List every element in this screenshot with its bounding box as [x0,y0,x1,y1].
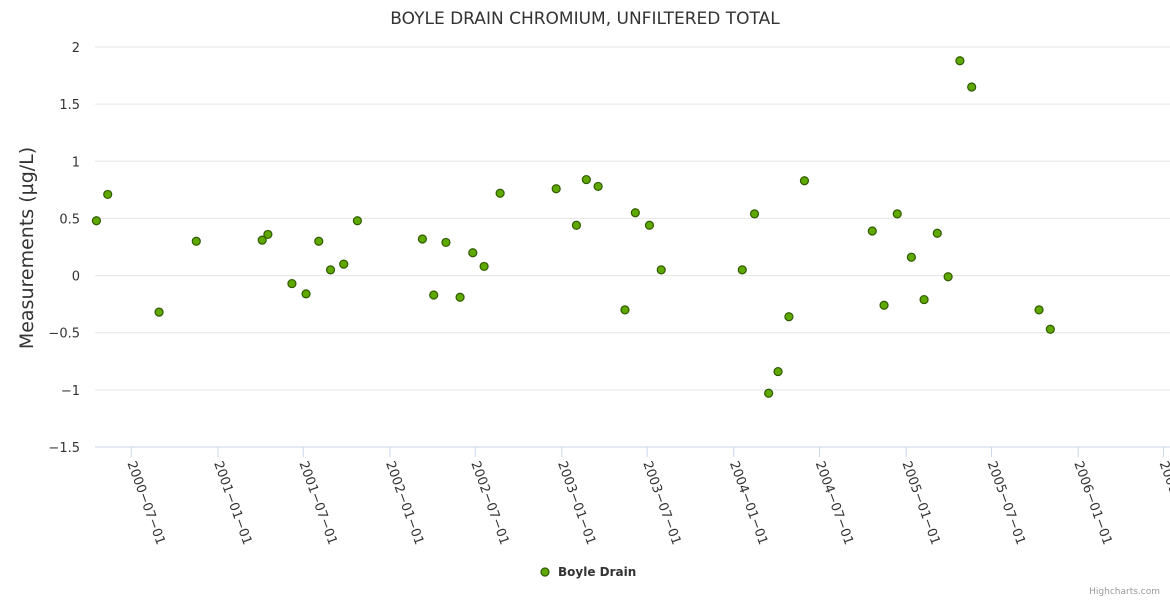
data-point[interactable] [352,216,362,226]
legend-item-boyle-drain[interactable]: Boyle Drain [558,565,636,579]
data-point[interactable] [314,236,324,246]
data-point[interactable] [417,234,427,244]
data-point[interactable] [154,307,164,317]
data-point[interactable] [455,292,465,302]
data-point[interactable] [191,236,201,246]
data-point[interactable] [103,189,113,200]
data-point[interactable] [749,209,760,219]
data-point[interactable] [325,265,336,275]
data-point[interactable] [495,188,505,198]
y-axis-title: Measurements (µg/L) [16,147,38,349]
data-point[interactable] [784,312,794,322]
gridlines [95,46,1170,391]
credits-link[interactable]: Highcharts.com [1089,587,1160,597]
data-point[interactable] [339,259,349,269]
data-point[interactable] [593,181,603,192]
y-tick-label: −0.5 [48,327,80,342]
data-point[interactable] [656,265,666,275]
data-point[interactable] [919,294,929,305]
data-point[interactable] [906,252,916,262]
data-point[interactable] [287,278,297,289]
data-point[interactable] [257,235,267,245]
y-tick-label: 1.5 [59,98,80,113]
data-point[interactable] [551,184,561,194]
data-point[interactable] [301,289,311,299]
data-point[interactable] [892,209,902,219]
data-point[interactable] [1034,305,1044,315]
data-point[interactable] [581,174,591,185]
y-tick-label: 0.5 [59,212,80,227]
data-point[interactable] [429,290,439,300]
legend-marker [540,567,550,577]
series-boyle-drain[interactable] [91,56,1055,398]
legend[interactable]: Boyle Drain [540,565,636,579]
data-point[interactable] [879,300,889,310]
data-point[interactable] [630,208,640,218]
y-tick-label: −1 [61,384,80,399]
y-tick-label: 2 [72,41,80,56]
data-point[interactable] [799,176,810,186]
y-axis-ticks: −1.5 −1 −0.5 0 0.5 1 1.5 2 [48,41,80,456]
data-point[interactable] [468,248,478,258]
data-point[interactable] [764,388,774,398]
data-point[interactable] [263,229,273,240]
y-tick-label: 1 [72,155,80,170]
data-point[interactable] [620,305,630,315]
data-point[interactable] [1045,324,1055,334]
data-point[interactable] [967,82,977,92]
data-point[interactable] [773,366,783,377]
data-point[interactable] [737,265,747,275]
data-point[interactable] [867,226,877,236]
data-point[interactable] [479,261,489,272]
data-point[interactable] [943,272,953,282]
data-point[interactable] [644,220,655,230]
data-point[interactable] [955,56,965,66]
y-tick-label: −1.5 [48,441,80,456]
data-point[interactable] [91,216,102,226]
y-tick-label: 0 [72,270,80,285]
data-point[interactable] [441,237,451,248]
chart-title: BOYLE DRAIN CHROMIUM, UNFILTERED TOTAL [390,9,780,29]
data-point[interactable] [571,220,582,230]
data-point[interactable] [932,228,942,238]
